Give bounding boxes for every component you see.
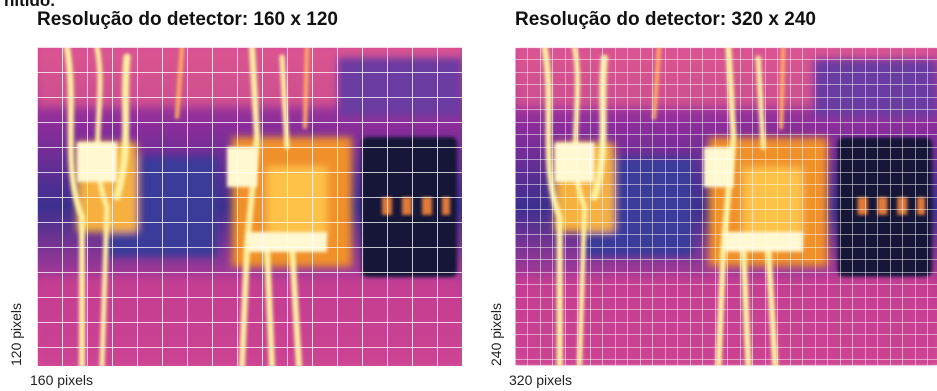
- y-axis-label: 120 pixels: [8, 303, 24, 366]
- x-axis-label: 160 pixels: [30, 372, 93, 388]
- panel-title: Resolução do detector: 160 x 120: [37, 9, 338, 31]
- thermal-image: [515, 47, 937, 366]
- x-axis-label: 320 pixels: [509, 372, 572, 388]
- panel-title: Resolução do detector: 320 x 240: [515, 9, 816, 31]
- page: nítido. Resolução do detector: 160 x 120…: [0, 0, 937, 391]
- thermal-image: [37, 47, 462, 366]
- y-axis-label: 240 pixels: [488, 303, 504, 366]
